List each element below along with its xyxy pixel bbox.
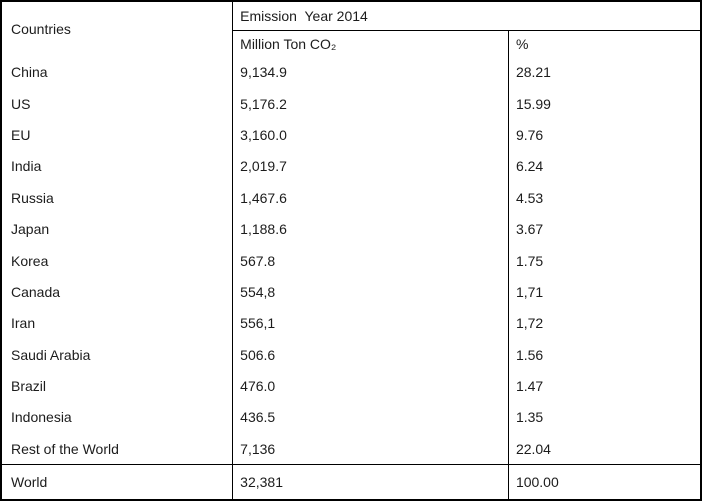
table-row: Indonesia 436.5 1.35 bbox=[1, 401, 701, 434]
country-cell: Saudi Arabia bbox=[1, 339, 234, 371]
value-cell: 3,160.0 bbox=[232, 119, 509, 151]
table-row: Japan 1,188.6 3.67 bbox=[1, 213, 701, 245]
percent-cell: 1.47 bbox=[515, 378, 544, 395]
country-cell: Indonesia bbox=[1, 401, 234, 434]
percent-cell: 15.99 bbox=[515, 95, 551, 112]
table-row: Korea 567.8 1.75 bbox=[1, 244, 701, 277]
country-cell: China bbox=[1, 56, 234, 89]
table-row: Saudi Arabia 506.6 1.56 bbox=[1, 339, 701, 371]
emission-year-header-cell: Emission Year 2014 bbox=[232, 1, 701, 31]
country-cell: Iran bbox=[1, 307, 234, 340]
countries-header-cell: Countries bbox=[1, 1, 234, 57]
value-cell: 2,019.7 bbox=[232, 150, 509, 183]
value-cell: 1,188.6 bbox=[232, 213, 509, 245]
country-cell: EU bbox=[1, 119, 234, 151]
table-header-row-sub: Million Ton CO₂ % bbox=[1, 30, 701, 57]
percent-cell: 6.24 bbox=[515, 158, 544, 175]
value-cell: 476.0 bbox=[232, 370, 509, 402]
table-header-row-top: Countries Emission Year 2014 bbox=[1, 1, 701, 57]
percent-cell: 3.67 bbox=[515, 221, 544, 238]
table-row: Russia 1,467.6 4.53 bbox=[1, 182, 701, 214]
value-cell: 7,136 bbox=[232, 433, 509, 465]
million-ton-co2-header-cell: Million Ton CO₂ bbox=[232, 30, 509, 57]
percent-cell: 100.00 bbox=[508, 464, 701, 500]
percent-cell: 1,71 bbox=[515, 283, 544, 300]
percent-cell: 9.76 bbox=[515, 127, 544, 144]
value-cell: 556,1 bbox=[232, 307, 509, 340]
country-cell: Korea bbox=[1, 244, 234, 277]
percent-cell: 4.53 bbox=[515, 189, 544, 206]
country-cell: World bbox=[1, 464, 234, 500]
country-cell: Japan bbox=[1, 213, 234, 245]
country-cell: Rest of the World bbox=[1, 433, 234, 465]
table-row: India 2,019.7 6.24 bbox=[1, 150, 701, 183]
percent-header-cell: % bbox=[515, 35, 529, 52]
table-row: Rest of the World 7,136 22.04 bbox=[1, 433, 701, 465]
table-row: China 9,134.9 28.21 bbox=[1, 56, 701, 89]
table-row: Canada 554,8 1,71 bbox=[1, 276, 701, 308]
value-cell: 506.6 bbox=[232, 339, 509, 371]
country-cell: Russia bbox=[1, 182, 234, 214]
percent-cell: 28.21 bbox=[515, 64, 551, 81]
percent-cell: 1,72 bbox=[515, 315, 544, 332]
value-cell: 9,134.9 bbox=[232, 56, 509, 89]
country-cell: Canada bbox=[1, 276, 234, 308]
value-cell: 567.8 bbox=[232, 244, 509, 277]
percent-cell: 1.56 bbox=[515, 346, 544, 363]
table-row: Iran 556,1 1,72 bbox=[1, 307, 701, 340]
value-cell: 5,176.2 bbox=[232, 88, 509, 120]
percent-cell: 1.35 bbox=[515, 409, 544, 426]
value-cell: 32,381 bbox=[232, 464, 509, 500]
table-row: US 5,176.2 15.99 bbox=[1, 88, 701, 120]
country-cell: US bbox=[1, 88, 234, 120]
table-row: EU 3,160.0 9.76 bbox=[1, 119, 701, 151]
value-cell: 436.5 bbox=[232, 401, 509, 434]
table-row: Brazil 476.0 1.47 bbox=[1, 370, 701, 402]
value-cell: 554,8 bbox=[232, 276, 509, 308]
country-cell: India bbox=[1, 150, 234, 183]
percent-cell: 1.75 bbox=[515, 252, 544, 269]
table-total-row: World 32,381 100.00 bbox=[1, 464, 701, 500]
percent-cell: 22.04 bbox=[515, 440, 551, 457]
country-cell: Brazil bbox=[1, 370, 234, 402]
value-cell: 1,467.6 bbox=[232, 182, 509, 214]
